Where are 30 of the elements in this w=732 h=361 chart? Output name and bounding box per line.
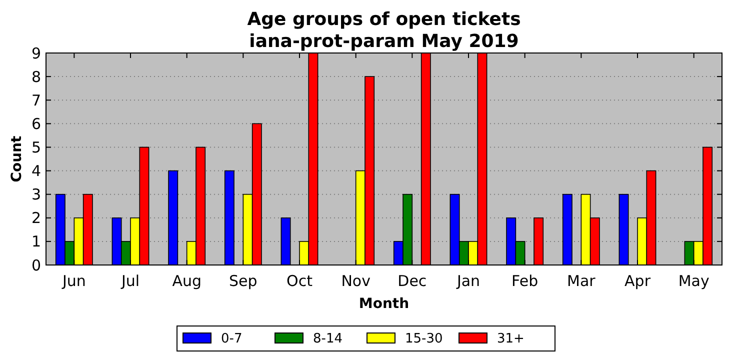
y-tick-label: 6 [31, 114, 41, 133]
x-tick-label: Jul [120, 272, 140, 290]
x-tick-label: Nov [341, 272, 371, 290]
x-tick-label: Jan [456, 272, 480, 290]
y-tick-label: 7 [31, 91, 41, 110]
y-tick-label: 3 [31, 186, 41, 204]
x-tick-label: Aug [172, 272, 202, 290]
x-tick-label: Mar [567, 272, 596, 290]
y-tick-label: 8 [31, 68, 41, 86]
legend-label: 15-30 [405, 332, 443, 347]
y-axis-title: Count [9, 135, 25, 182]
x-tick-label: Oct [286, 272, 313, 290]
chart-title: Age groups of open tickets [247, 9, 521, 30]
legend-label: 8-14 [313, 332, 343, 347]
x-tick-label: May [678, 272, 710, 290]
y-tick-label: 0 [31, 256, 41, 274]
chart-subtitle: iana-prot-param May 2019 [249, 31, 519, 52]
y-tick-label: 4 [31, 162, 41, 180]
y-tick-label: 5 [31, 138, 41, 156]
y-tick-label: 9 [31, 44, 41, 62]
y-tick-label: 1 [31, 232, 41, 251]
x-tick-label: Feb [512, 272, 538, 290]
x-tick-label: Apr [624, 272, 652, 290]
x-tick-label: Sep [229, 272, 258, 290]
legend-label: 0-7 [221, 332, 242, 347]
legend-label: 31+ [497, 332, 524, 347]
x-axis-title: Month [358, 296, 410, 312]
x-tick-label: Dec [398, 272, 427, 290]
y-tick-label: 2 [31, 209, 41, 228]
x-tick-label: Jun [61, 272, 86, 290]
